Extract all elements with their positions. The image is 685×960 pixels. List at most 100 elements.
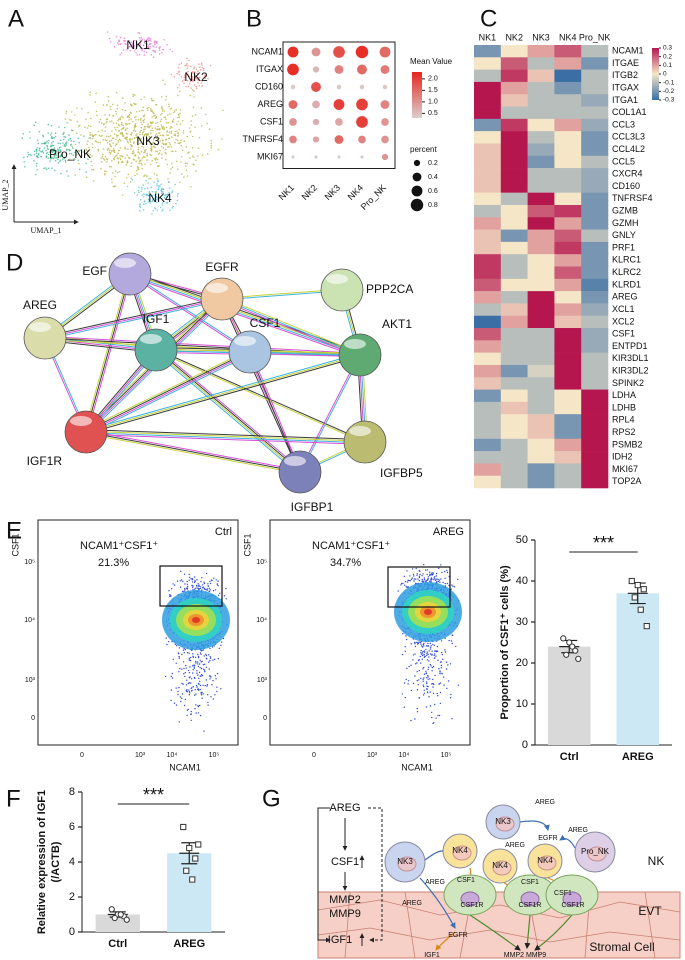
- umap-point: [116, 104, 119, 107]
- flow-event: [203, 655, 205, 657]
- umap-point: [155, 46, 158, 48]
- umap-point: [137, 31, 139, 34]
- umap-point: [143, 193, 145, 195]
- umap-point: [49, 156, 52, 159]
- umap-point: [144, 125, 147, 128]
- colorbar-label: 1.5: [428, 87, 438, 94]
- heat-cell: [500, 451, 528, 464]
- heat-cell: [554, 414, 582, 427]
- umap-point: [188, 59, 190, 62]
- flow-event: [199, 688, 201, 691]
- umap-point: [180, 155, 183, 158]
- umap-point: [175, 202, 177, 205]
- umap-point: [87, 140, 89, 142]
- flow-event: [418, 679, 420, 681]
- flow-event: [431, 683, 434, 685]
- umap-point: [179, 141, 182, 144]
- heat-colorbar-label: 0.1: [663, 62, 672, 69]
- umap-point: [50, 158, 52, 160]
- umap-point: [102, 158, 105, 160]
- heat-cell: [527, 463, 555, 476]
- colorbar-label: 0.5: [428, 110, 438, 117]
- flow-event: [443, 684, 445, 686]
- umap-point: [119, 147, 122, 149]
- flow-event: [455, 645, 457, 648]
- heat-cell: [527, 352, 555, 366]
- umap-point: [64, 136, 67, 138]
- heat-cell: [554, 229, 582, 243]
- umap-point: [70, 119, 72, 122]
- umap-point: [154, 43, 156, 46]
- umap-point: [46, 147, 49, 149]
- flow-event: [426, 579, 429, 581]
- umap-point: [138, 162, 140, 164]
- umap-point: [152, 111, 154, 114]
- flow-event: [444, 649, 446, 651]
- umap-point: [86, 127, 89, 129]
- umap-point: [88, 146, 90, 149]
- flow-event: [200, 653, 202, 655]
- heat-cell: [527, 155, 555, 169]
- flow-event: [208, 668, 210, 670]
- flow-event: [418, 669, 420, 672]
- node-highlight: [206, 283, 228, 293]
- flow-event: [415, 578, 417, 580]
- heat-cell: [554, 241, 582, 255]
- flow-event: [182, 683, 184, 685]
- umap-point: [144, 133, 147, 135]
- umap-point: [169, 172, 171, 174]
- flow-event: [434, 653, 436, 655]
- flow-event: [202, 693, 204, 695]
- umap-point: [116, 154, 118, 156]
- umap-point: [192, 106, 195, 108]
- flow-event: [185, 684, 188, 686]
- heat-cell: [581, 106, 609, 120]
- flow-y-tick: 10⁴: [256, 617, 267, 624]
- umap-point: [147, 198, 150, 201]
- flow-event: [432, 665, 435, 668]
- heat-cell: [554, 291, 582, 304]
- flow-event: [411, 577, 413, 579]
- umap-y-label: UMAP_2: [1, 179, 10, 210]
- umap-point: [193, 96, 195, 98]
- umap-point: [148, 43, 151, 45]
- umap-point: [168, 187, 171, 189]
- umap-point: [146, 187, 149, 189]
- flow-event: [416, 689, 419, 691]
- umap-point: [50, 132, 53, 134]
- heat-cell: [474, 414, 502, 427]
- umap-point: [47, 157, 50, 159]
- heat-cell: [474, 192, 502, 206]
- umap-point: [150, 147, 152, 150]
- umap-point: [74, 174, 76, 176]
- umap-point: [203, 75, 206, 78]
- flow-event: [421, 578, 423, 581]
- heat-cell: [500, 266, 528, 280]
- data-point: [192, 855, 199, 862]
- umap-point: [118, 138, 121, 140]
- umap-point: [149, 37, 152, 40]
- flow-event: [432, 686, 434, 688]
- network-edge: [155, 350, 300, 473]
- umap-point: [174, 133, 176, 135]
- umap-point: [127, 123, 129, 125]
- umap-point: [169, 143, 172, 146]
- stroma: [317, 891, 681, 959]
- umap-point: [197, 147, 200, 149]
- heat-cell: [581, 303, 609, 317]
- umap-point: [127, 47, 129, 49]
- heat-row-label: COL1A1: [612, 107, 647, 117]
- umap-point: [147, 123, 149, 125]
- umap-point: [166, 163, 169, 166]
- data-point: [123, 916, 130, 923]
- flow-event: [208, 587, 211, 589]
- umap-point: [135, 136, 138, 138]
- umap-point: [166, 195, 168, 198]
- umap-point: [162, 139, 164, 142]
- umap-point: [170, 130, 173, 133]
- heat-cell: [474, 155, 502, 169]
- umap-point: [178, 128, 180, 131]
- data-point: [108, 906, 115, 913]
- umap-point: [137, 148, 140, 151]
- heat-cell: [474, 352, 502, 366]
